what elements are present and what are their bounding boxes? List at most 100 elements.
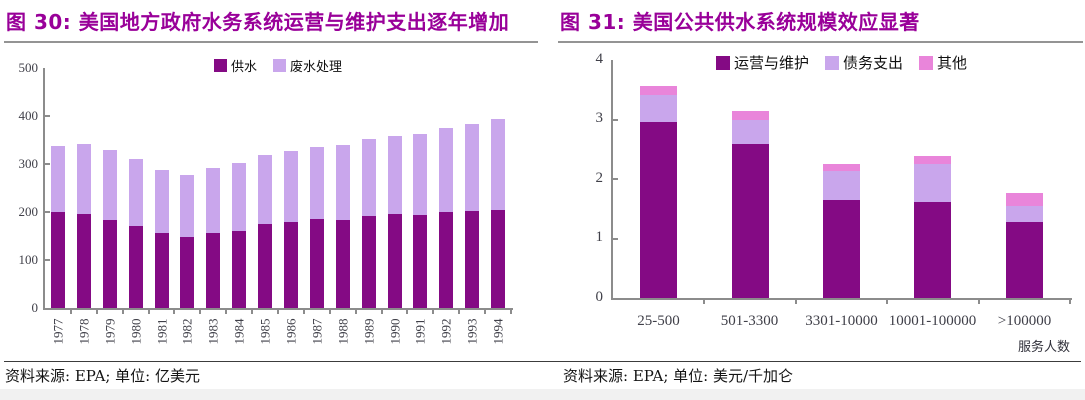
legend-label: 运营与维护: [733, 54, 809, 72]
bar-segment-供水: [51, 212, 65, 308]
bar-segment-供水: [103, 220, 117, 308]
y-axis-line: [611, 60, 613, 300]
y-axis-tick-label: 2: [595, 170, 604, 186]
bar-segment-债务支出: [732, 120, 769, 144]
chart-legend: 运营与维护 债务支出 其他: [613, 52, 1070, 73]
figure-30-title: 图 30: 美国地方政府水务系统运营与维护支出逐年增加: [6, 10, 510, 34]
x-axis-tick: [251, 310, 253, 314]
bar-segment-废水处理: [491, 119, 505, 210]
bar-segment-供水: [284, 222, 298, 308]
legend-label: 债务支出: [842, 54, 903, 72]
x-axis-tick: [122, 310, 124, 314]
legend-label: 其他: [937, 54, 968, 72]
x-axis-line: [611, 298, 1072, 300]
page-bottom-strip: [0, 389, 1085, 400]
bar-segment-废水处理: [77, 144, 91, 214]
x-axis-tick: [432, 310, 434, 314]
bar-segment-供水: [77, 214, 91, 308]
legend-label: 废水处理: [290, 60, 343, 75]
figure-31-source: 资料来源: EPA; 单位: 美元/千加仑: [563, 367, 794, 385]
x-axis-tick: [96, 310, 98, 314]
bar-segment-债务支出: [640, 95, 677, 122]
bar-segment-废水处理: [206, 168, 220, 233]
legend-swatch: [715, 55, 730, 70]
x-axis-tick-label: 10001-100000: [888, 313, 977, 329]
bar-segment-供水: [388, 214, 402, 308]
y-axis-tick: [45, 163, 50, 165]
y-axis-tick: [45, 211, 50, 213]
bar-segment-供水: [413, 215, 427, 308]
source-divider-rule: [4, 361, 1081, 362]
bar-segment-债务支出: [823, 171, 860, 200]
bar-segment-废水处理: [336, 145, 350, 220]
x-axis-tick: [381, 310, 383, 314]
x-axis-tick: [199, 310, 201, 314]
x-axis-tick: [484, 310, 486, 314]
bar-segment-废水处理: [310, 147, 324, 219]
x-axis-tick: [886, 300, 888, 304]
y-axis-tick-label: 0: [595, 289, 604, 305]
x-axis-tick: [703, 300, 705, 304]
bar-segment-废水处理: [232, 163, 246, 231]
x-axis-tick-label: 3301-10000: [805, 313, 878, 329]
figure-31-title-rule: [558, 41, 1083, 43]
bar-segment-废水处理: [103, 150, 117, 220]
bar-segment-其他: [823, 164, 860, 171]
bar-segment-废水处理: [465, 124, 479, 211]
bar-segment-运营与维护: [914, 202, 951, 298]
y-axis-tick-label: 4: [595, 51, 604, 67]
x-axis-title: 服务人数: [1017, 340, 1070, 355]
bar-segment-废水处理: [388, 136, 402, 214]
y-axis-tick: [613, 238, 618, 240]
x-axis-tick: [1069, 300, 1071, 304]
x-axis-tick-label: 25-500: [637, 313, 680, 329]
chart-legend: 供水 废水处理: [45, 56, 511, 75]
legend-item: 债务支出: [824, 52, 903, 73]
bar-segment-废水处理: [413, 134, 427, 215]
bar-segment-运营与维护: [823, 200, 860, 298]
bar-segment-供水: [310, 219, 324, 308]
bar-segment-供水: [129, 226, 143, 308]
bar-segment-废水处理: [155, 170, 169, 233]
y-axis-tick-label: 0: [31, 300, 39, 315]
bar-segment-运营与维护: [1006, 222, 1043, 298]
x-axis-tick-label: >100000: [997, 313, 1052, 329]
figure-30-title-rule: [4, 41, 538, 43]
x-axis-tick: [70, 310, 72, 314]
legend-item: 废水处理: [273, 56, 342, 75]
bar-segment-债务支出: [1006, 206, 1043, 222]
bar-segment-废水处理: [284, 151, 298, 222]
x-axis-tick: [225, 310, 227, 314]
x-axis-tick: [277, 310, 279, 314]
x-axis-tick: [173, 310, 175, 314]
legend-swatch: [919, 55, 933, 70]
bar-segment-废水处理: [51, 146, 65, 212]
bar-segment-其他: [914, 156, 951, 164]
legend-swatch: [273, 59, 286, 72]
bar-segment-废水处理: [180, 175, 194, 237]
x-axis-line: [43, 308, 513, 310]
bar-segment-其他: [640, 86, 677, 95]
x-axis-tick: [148, 310, 150, 314]
x-axis-tick: [406, 310, 408, 314]
bar-segment-供水: [336, 220, 350, 308]
bar-segment-废水处理: [362, 139, 376, 216]
legend-label: 供水: [230, 60, 257, 75]
y-axis-tick-label: 3: [595, 110, 604, 126]
y-axis-tick-label: 1: [595, 229, 604, 245]
y-axis-tick: [45, 115, 50, 117]
x-axis-tick: [355, 310, 357, 314]
x-axis-tick-label: 501-3300: [720, 313, 779, 329]
y-axis-line: [43, 68, 45, 310]
bar-segment-运营与维护: [640, 122, 677, 298]
bar-segment-供水: [206, 233, 220, 308]
figure-31-title: 图 31: 美国公共供水系统规模效应显著: [560, 10, 920, 34]
bar-segment-废水处理: [439, 128, 453, 212]
legend-swatch: [824, 55, 839, 70]
y-axis-tick: [613, 119, 618, 121]
bar-segment-供水: [155, 233, 169, 308]
y-axis-tick: [45, 259, 50, 261]
